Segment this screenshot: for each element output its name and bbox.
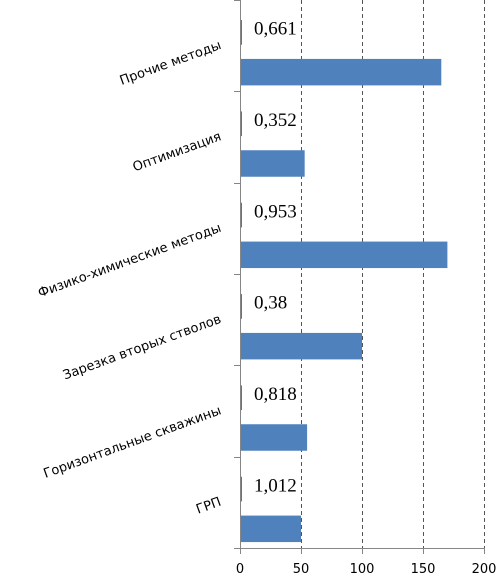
data-label: 0,661: [254, 19, 297, 40]
bar-blue: [240, 58, 442, 86]
x-tick-label: 0: [236, 562, 244, 577]
x-tick-label: 50: [293, 562, 310, 577]
category-label: Горизонтальные скважины: [42, 403, 224, 481]
bar-blue: [240, 150, 305, 177]
category-label: Зарезка вторых стволов: [61, 312, 223, 383]
data-label: 0,352: [254, 110, 297, 131]
data-label: 0,953: [254, 201, 297, 222]
data-label: 1,012: [254, 475, 297, 496]
axes: [234, 0, 485, 554]
bars: [240, 20, 448, 543]
x-tick-label: 150: [411, 562, 436, 577]
category-label: Оптимизация: [131, 129, 224, 175]
bar-blue: [240, 424, 308, 451]
data-label: 0,38: [254, 293, 287, 314]
bar-blue: [240, 241, 448, 269]
x-tick-label: 100: [350, 562, 375, 577]
category-label: ГРП: [194, 495, 223, 518]
labels: 1,012 ГРП 0,818 Горизонтальные скважины 0,38…: [36, 19, 496, 577]
data-label: 0,818: [254, 384, 297, 405]
bar-blue: [240, 332, 362, 360]
category-label: Прочие методы: [118, 38, 224, 89]
x-tick-label: 200: [472, 562, 496, 577]
category-label: Физико-химические методы: [36, 221, 223, 301]
gridlines: [301, 0, 485, 548]
bar-blue: [240, 515, 301, 543]
